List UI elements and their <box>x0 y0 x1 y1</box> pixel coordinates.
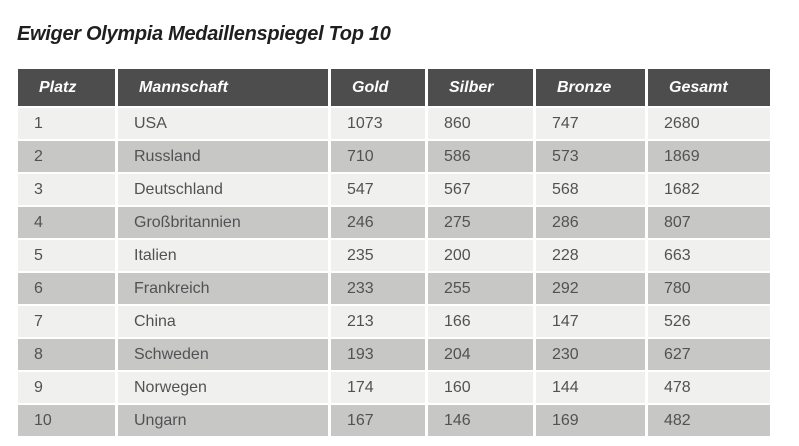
col-header-platz: Platz <box>18 69 115 106</box>
table-row: 10 Ungarn 167 146 169 482 <box>18 403 770 436</box>
cell-bronze: 169 <box>533 403 645 436</box>
cell-gesamt: 482 <box>645 403 770 436</box>
col-header-gesamt: Gesamt <box>645 69 770 106</box>
col-header-bronze: Bronze <box>533 69 645 106</box>
cell-platz: 10 <box>18 403 115 436</box>
cell-platz: 7 <box>18 304 115 337</box>
table-row: 6 Frankreich 233 255 292 780 <box>18 271 770 304</box>
cell-silber: 160 <box>425 370 533 403</box>
cell-mannschaft: USA <box>115 106 328 139</box>
table-row: 1 USA 1073 860 747 2680 <box>18 106 770 139</box>
cell-mannschaft: Ungarn <box>115 403 328 436</box>
table-row: 4 Großbritannien 246 275 286 807 <box>18 205 770 238</box>
col-header-gold: Gold <box>328 69 425 106</box>
cell-silber: 166 <box>425 304 533 337</box>
cell-silber: 146 <box>425 403 533 436</box>
cell-mannschaft: Frankreich <box>115 271 328 304</box>
cell-gesamt: 1869 <box>645 139 770 172</box>
col-header-mannschaft: Mannschaft <box>115 69 328 106</box>
cell-gesamt: 780 <box>645 271 770 304</box>
page-title: Ewiger Olympia Medaillenspiegel Top 10 <box>17 23 391 45</box>
cell-bronze: 568 <box>533 172 645 205</box>
table-row: 7 China 213 166 147 526 <box>18 304 770 337</box>
table-body: 1 USA 1073 860 747 2680 2 Russland 710 5… <box>18 106 770 436</box>
cell-gold: 193 <box>328 337 425 370</box>
cell-gesamt: 807 <box>645 205 770 238</box>
table-header: Platz Mannschaft Gold Silber Bronze Gesa… <box>18 69 770 106</box>
table-row: 3 Deutschland 547 567 568 1682 <box>18 172 770 205</box>
cell-bronze: 292 <box>533 271 645 304</box>
cell-gold: 547 <box>328 172 425 205</box>
cell-gold: 167 <box>328 403 425 436</box>
cell-bronze: 228 <box>533 238 645 271</box>
cell-gesamt: 1682 <box>645 172 770 205</box>
table-row: 2 Russland 710 586 573 1869 <box>18 139 770 172</box>
cell-mannschaft: Deutschland <box>115 172 328 205</box>
cell-gesamt: 526 <box>645 304 770 337</box>
table-row: 9 Norwegen 174 160 144 478 <box>18 370 770 403</box>
cell-gesamt: 2680 <box>645 106 770 139</box>
cell-silber: 275 <box>425 205 533 238</box>
cell-gold: 213 <box>328 304 425 337</box>
cell-gold: 174 <box>328 370 425 403</box>
cell-platz: 6 <box>18 271 115 304</box>
cell-gesamt: 627 <box>645 337 770 370</box>
cell-silber: 586 <box>425 139 533 172</box>
cell-gold: 233 <box>328 271 425 304</box>
cell-bronze: 573 <box>533 139 645 172</box>
cell-gold: 235 <box>328 238 425 271</box>
cell-gold: 1073 <box>328 106 425 139</box>
cell-gesamt: 478 <box>645 370 770 403</box>
cell-platz: 8 <box>18 337 115 370</box>
cell-mannschaft: Großbritannien <box>115 205 328 238</box>
cell-silber: 567 <box>425 172 533 205</box>
cell-silber: 200 <box>425 238 533 271</box>
cell-platz: 1 <box>18 106 115 139</box>
header-row: Platz Mannschaft Gold Silber Bronze Gesa… <box>18 69 770 106</box>
col-header-silber: Silber <box>425 69 533 106</box>
cell-bronze: 747 <box>533 106 645 139</box>
cell-bronze: 230 <box>533 337 645 370</box>
cell-platz: 5 <box>18 238 115 271</box>
cell-mannschaft: Norwegen <box>115 370 328 403</box>
cell-mannschaft: Italien <box>115 238 328 271</box>
cell-bronze: 144 <box>533 370 645 403</box>
table-row: 5 Italien 235 200 228 663 <box>18 238 770 271</box>
cell-silber: 204 <box>425 337 533 370</box>
cell-bronze: 147 <box>533 304 645 337</box>
cell-gold: 710 <box>328 139 425 172</box>
medal-table: Platz Mannschaft Gold Silber Bronze Gesa… <box>18 69 770 436</box>
cell-gesamt: 663 <box>645 238 770 271</box>
cell-platz: 4 <box>18 205 115 238</box>
cell-platz: 3 <box>18 172 115 205</box>
cell-silber: 255 <box>425 271 533 304</box>
cell-mannschaft: China <box>115 304 328 337</box>
cell-mannschaft: Schweden <box>115 337 328 370</box>
cell-silber: 860 <box>425 106 533 139</box>
cell-mannschaft: Russland <box>115 139 328 172</box>
cell-platz: 9 <box>18 370 115 403</box>
table-row: 8 Schweden 193 204 230 627 <box>18 337 770 370</box>
cell-platz: 2 <box>18 139 115 172</box>
cell-bronze: 286 <box>533 205 645 238</box>
cell-gold: 246 <box>328 205 425 238</box>
